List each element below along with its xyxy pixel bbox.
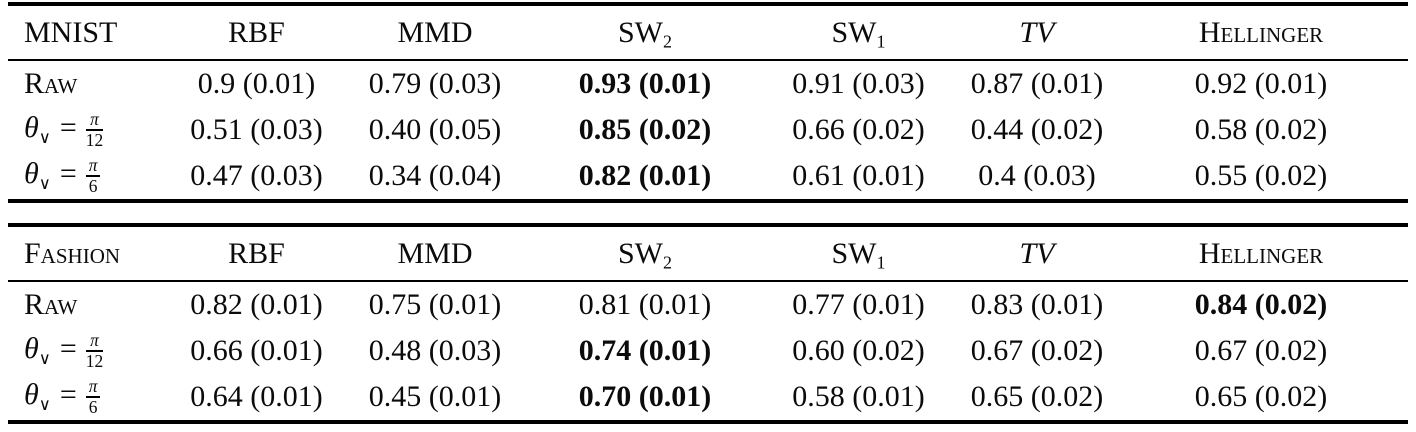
- value-cell: 0.67 (0.02): [1194, 334, 1328, 367]
- vee-subscript: ∨: [38, 349, 51, 369]
- value-cell: 0.67 (0.02): [970, 334, 1104, 367]
- vee-subscript: ∨: [38, 128, 51, 148]
- table-row: θ∨ = π 12 0.66 (0.01) 0.48 (0.03) 0.74 (0.0…: [8, 328, 1408, 374]
- value-cell: 0.83 (0.01): [970, 288, 1104, 321]
- column-header-mmd: MMD: [337, 225, 533, 282]
- fraction: π 12: [85, 110, 104, 150]
- fraction-denominator: 12: [85, 351, 104, 371]
- row-label-raw: Raw: [24, 288, 78, 321]
- vee-subscript: ∨: [38, 395, 51, 415]
- value-cell: 0.34 (0.04): [368, 159, 502, 192]
- fraction: π 12: [85, 331, 104, 371]
- column-header-rbf: RBF: [176, 225, 337, 282]
- fashion-table: Fashion RBF MMD SW2 SW1 TV Hellinger Raw…: [8, 223, 1408, 424]
- value-cell: 0.55 (0.02): [1194, 159, 1328, 192]
- value-cell: 0.81 (0.01): [578, 288, 712, 321]
- theta-symbol: θ: [24, 111, 39, 145]
- value-cell: 0.70 (0.01): [578, 380, 712, 413]
- fashion-header-row: Fashion RBF MMD SW2 SW1 TV Hellinger: [8, 225, 1408, 282]
- fraction-denominator: 6: [88, 176, 98, 196]
- fraction-numerator: π: [85, 377, 101, 398]
- value-cell: 0.82 (0.01): [578, 159, 712, 192]
- fraction-numerator: π: [85, 156, 101, 177]
- value-cell: 0.93 (0.01): [578, 67, 712, 100]
- mnist-table: MNIST RBF MMD SW2 SW1 TV Hellinger Raw 0…: [8, 2, 1408, 203]
- row-label-theta-pi-6: θ∨ = π 6: [8, 374, 176, 422]
- table-row: θ∨ = π 12 0.51 (0.03) 0.40 (0.05) 0.85 (0.0…: [8, 107, 1408, 153]
- column-header-rbf: RBF: [176, 4, 337, 61]
- value-cell: 0.85 (0.02): [578, 113, 712, 146]
- value-cell: 0.4 (0.03): [978, 159, 1096, 192]
- fraction-numerator: π: [85, 110, 104, 131]
- column-header-sw2: SW2: [533, 225, 757, 282]
- mnist-header-row: MNIST RBF MMD SW2 SW1 TV Hellinger: [8, 4, 1408, 61]
- value-cell: 0.48 (0.03): [368, 334, 502, 367]
- column-header-sw1: SW1: [757, 225, 960, 282]
- dataset-label-mnist: MNIST: [8, 4, 176, 61]
- value-cell: 0.44 (0.02): [970, 113, 1104, 146]
- column-header-tv: TV: [960, 4, 1114, 61]
- fraction-numerator: π: [85, 331, 104, 352]
- value-cell: 0.64 (0.01): [190, 380, 323, 413]
- equals-sign: =: [59, 157, 77, 191]
- value-cell: 0.61 (0.01): [792, 159, 925, 192]
- sw1-subscript: 1: [876, 30, 886, 51]
- theta-symbol: θ: [24, 332, 39, 366]
- column-header-mmd: MMD: [337, 4, 533, 61]
- equals-sign: =: [59, 332, 77, 366]
- value-cell: 0.66 (0.02): [792, 113, 925, 146]
- column-header-hellinger: Hellinger: [1114, 225, 1408, 282]
- value-cell: 0.9 (0.01): [197, 67, 316, 100]
- theta-symbol: θ: [24, 157, 39, 191]
- value-cell: 0.47 (0.03): [190, 159, 323, 192]
- value-cell: 0.91 (0.03): [792, 67, 925, 100]
- row-label-theta-pi-12: θ∨ = π 12: [8, 107, 176, 153]
- table-row: θ∨ = π 6 0.64 (0.01) 0.45 (0.01) 0.70 (0.01…: [8, 374, 1408, 422]
- dataset-label-fashion: Fashion: [8, 225, 176, 282]
- equals-sign: =: [59, 378, 77, 412]
- value-cell: 0.65 (0.02): [1194, 380, 1328, 413]
- row-label-theta-pi-12: θ∨ = π 12: [8, 328, 176, 374]
- value-cell: 0.77 (0.01): [792, 288, 925, 321]
- sw1-subscript: 1: [876, 251, 886, 272]
- value-cell: 0.84 (0.02): [1194, 288, 1328, 321]
- value-cell: 0.79 (0.03): [368, 67, 502, 100]
- table-row: Raw 0.82 (0.01) 0.75 (0.01) 0.81 (0.01) …: [8, 281, 1408, 328]
- value-cell: 0.58 (0.01): [792, 380, 925, 413]
- value-cell: 0.74 (0.01): [578, 334, 712, 367]
- column-header-sw1: SW1: [757, 4, 960, 61]
- sw2-subscript: 2: [663, 30, 672, 51]
- value-cell: 0.66 (0.01): [190, 334, 323, 367]
- table-row: Raw 0.9 (0.01) 0.79 (0.03) 0.93 (0.01) 0…: [8, 60, 1408, 107]
- value-cell: 0.75 (0.01): [368, 288, 502, 321]
- value-cell: 0.51 (0.03): [190, 113, 323, 146]
- fraction-denominator: 6: [88, 397, 98, 417]
- value-cell: 0.58 (0.02): [1194, 113, 1328, 146]
- table-row: θ∨ = π 6 0.47 (0.03) 0.34 (0.04) 0.82 (0.01…: [8, 153, 1408, 201]
- table-gap: [0, 203, 1416, 223]
- value-cell: 0.60 (0.02): [792, 334, 925, 367]
- column-header-tv: TV: [960, 225, 1114, 282]
- value-cell: 0.45 (0.01): [368, 380, 502, 413]
- value-cell: 0.87 (0.01): [970, 67, 1104, 100]
- value-cell: 0.65 (0.02): [970, 380, 1104, 413]
- vee-subscript: ∨: [38, 174, 51, 194]
- value-cell: 0.40 (0.05): [368, 113, 502, 146]
- row-label-theta-pi-6: θ∨ = π 6: [8, 153, 176, 201]
- theta-symbol: θ: [24, 378, 39, 412]
- sw2-subscript: 2: [663, 251, 672, 272]
- column-header-hellinger: Hellinger: [1114, 4, 1408, 61]
- value-cell: 0.82 (0.01): [190, 288, 323, 321]
- fraction-denominator: 12: [85, 130, 104, 150]
- row-label-raw: Raw: [24, 67, 78, 100]
- column-header-sw2: SW2: [533, 4, 757, 61]
- equals-sign: =: [59, 111, 77, 145]
- value-cell: 0.92 (0.01): [1194, 67, 1328, 100]
